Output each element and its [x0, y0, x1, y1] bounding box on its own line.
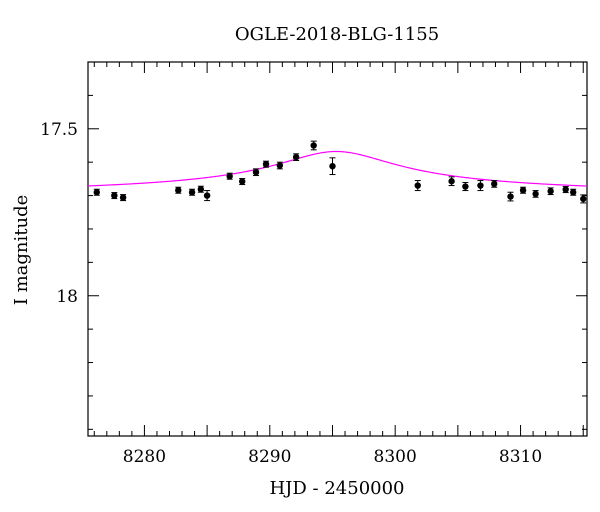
- chart-title: OGLE-2018-BLG-1155: [235, 24, 439, 45]
- data-point: [175, 187, 182, 194]
- data-point: [197, 186, 205, 193]
- data-point: [310, 142, 317, 149]
- data-point: [507, 193, 514, 200]
- data-point: [262, 160, 270, 168]
- plot-area: 8280 8290 8300 8310 17.5 18: [40, 61, 588, 467]
- plot-frame: [87, 61, 588, 437]
- data-point: [239, 178, 246, 185]
- data-point: [203, 192, 211, 199]
- data-point: [188, 189, 196, 196]
- x-tick-label: 8300: [374, 447, 417, 467]
- data-point: [276, 162, 284, 169]
- data-point: [292, 153, 300, 161]
- data-point: [562, 186, 569, 193]
- data-point: [491, 180, 498, 188]
- data-point: [226, 173, 233, 180]
- y-axis-label: I magnitude: [11, 195, 32, 306]
- data-point: [93, 189, 100, 196]
- data-point: [477, 182, 484, 189]
- x-tick-label: 8290: [248, 447, 291, 467]
- data-point: [119, 194, 127, 201]
- data-point: [547, 188, 554, 195]
- data-point: [448, 178, 455, 185]
- data-point: [519, 187, 527, 194]
- data-point: [111, 192, 118, 199]
- data-point: [580, 195, 587, 203]
- data-point: [462, 183, 469, 190]
- y-tick-label: 18: [56, 287, 78, 307]
- x-tick-label: 8280: [123, 447, 166, 467]
- x-tick-label: 8310: [499, 447, 542, 467]
- data-point: [532, 190, 539, 198]
- data-point: [329, 162, 336, 170]
- x-axis-label: HJD - 2450000: [269, 478, 404, 499]
- model-curve: [87, 150, 588, 187]
- data-point: [252, 168, 260, 176]
- y-tick-label: 17.5: [40, 120, 78, 140]
- data-point: [570, 189, 577, 196]
- data-point: [414, 182, 421, 189]
